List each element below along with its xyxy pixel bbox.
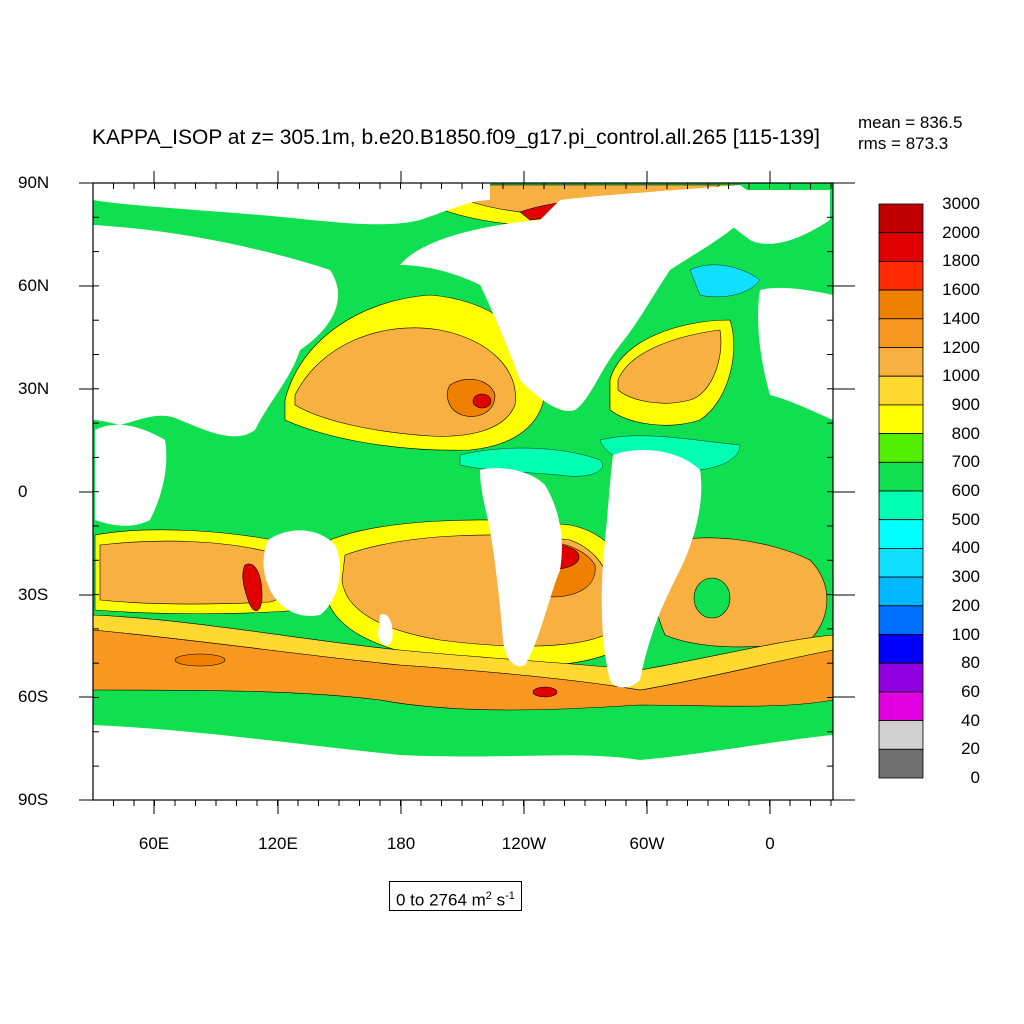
southern-ocean-max-indian [174, 653, 226, 667]
colorbar-tick-label: 20 [961, 739, 980, 759]
colorbar-bin [878, 691, 924, 722]
colorbar-tick-label: 1000 [942, 366, 980, 386]
map-field [93, 183, 833, 800]
colorbar-tick-label: 2000 [942, 222, 980, 242]
colorbar-bin [878, 605, 924, 635]
lon-tick-label: 60W [629, 834, 665, 853]
land-new-zealand [378, 614, 393, 646]
colorbar-tick-label: 0 [970, 768, 980, 787]
land-asia [93, 225, 339, 437]
colorbar-tick-label: 80 [961, 653, 980, 673]
southern-ocean-max-pacific [532, 686, 558, 698]
land-north-america [400, 185, 760, 411]
colorbar-tick-label: 300 [951, 567, 980, 587]
range-sup2: -1 [505, 890, 515, 902]
land-greenland [700, 190, 830, 244]
land-antarctica [93, 725, 833, 800]
colorbar-tick-label: 700 [951, 452, 980, 472]
lat-tick-label: 30S [18, 585, 49, 604]
colorbar-tick-label: 800 [951, 423, 980, 443]
colorbar-bin [878, 347, 924, 377]
axis-ticks [79, 171, 855, 814]
labrador-cyan [689, 264, 761, 298]
plot-title: KAPPA_ISOP at z= 305.1m, b.e20.B1850.f09… [92, 126, 820, 149]
south-atlantic-green-core [693, 577, 731, 619]
range-prefix: 0 to 2764 m [396, 890, 486, 910]
colorbar [878, 203, 924, 779]
lon-tick-label: 60E [138, 834, 170, 853]
colorbar-bin [878, 519, 924, 549]
mean-stat: mean = 836.5 [858, 113, 963, 132]
range-box: 0 to 2764 m2 s-1 [389, 881, 522, 911]
colorbar-bin [878, 490, 924, 521]
lat-tick-label: 0 [18, 482, 28, 501]
colorbar-tick-label: 1200 [942, 337, 980, 357]
colorbar-tick-label: 60 [961, 681, 980, 701]
colorbar-tick-label: 3000 [942, 194, 980, 213]
land-africa [601, 450, 702, 688]
colorbar-tick-label: 400 [951, 538, 980, 558]
lon-tick-label: 120E [258, 834, 298, 853]
colorbar-tick-label: 1400 [942, 308, 980, 328]
colorbar-bin [878, 318, 924, 348]
colorbar-tick-label: 500 [951, 509, 980, 529]
lat-tick-label: 60N [18, 276, 50, 295]
lat-tick-label: 30N [18, 379, 50, 398]
colorbar-bin [878, 289, 924, 320]
lon-tick-label: 180 [386, 834, 416, 853]
southern-ocean-band-gold [93, 614, 833, 691]
land-east-africa [95, 424, 167, 526]
land-eurasia [93, 183, 490, 225]
range-mid: s [491, 890, 506, 910]
lon-tick-label: 0 [765, 834, 775, 853]
colorbar-bin [878, 232, 924, 262]
colorbar-tick-label: 1800 [942, 251, 980, 271]
colorbar-bin [878, 662, 924, 693]
north-atlantic-gyre-orange [617, 329, 722, 404]
north-pacific-max [472, 393, 492, 409]
lon-tick-label: 120W [501, 834, 547, 853]
range-sup1: 2 [485, 890, 492, 902]
rms-stat: rms = 873.3 [858, 134, 949, 153]
agulhas-max [242, 563, 263, 611]
colorbar-bin [878, 576, 924, 607]
lat-tick-label: 90N [18, 173, 50, 192]
colorbar-bin [878, 260, 924, 291]
land-south-america [480, 468, 562, 667]
colorbar-bin [878, 634, 924, 664]
colorbar-tick-label: 600 [951, 481, 980, 500]
colorbar-bin [878, 404, 924, 434]
colorbar-tick-label: 40 [961, 710, 980, 730]
land-europe [758, 287, 833, 420]
land-masses [93, 183, 833, 800]
colorbar-bin [878, 433, 924, 463]
lat-tick-label: 90S [18, 790, 49, 809]
colorbar-bin [878, 720, 924, 750]
colorbar-tick-label: 100 [951, 624, 980, 644]
colorbar-tick-label: 900 [951, 394, 980, 414]
colorbar-bin [878, 461, 924, 492]
colorbar-bin [878, 548, 924, 578]
land-australia [263, 530, 340, 616]
colorbar-tick-label: 200 [951, 595, 980, 615]
colorbar-bin [878, 375, 924, 406]
lat-tick-label: 60S [18, 687, 49, 706]
colorbar-tick-label: 1600 [942, 280, 980, 300]
colorbar-bin [878, 203, 924, 234]
colorbar-bin [878, 748, 924, 779]
